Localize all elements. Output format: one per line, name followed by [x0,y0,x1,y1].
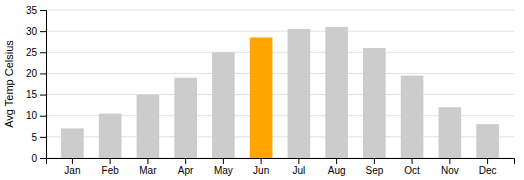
y-tick-mark [40,31,46,32]
x-tick-label: May [214,165,233,176]
y-tick: 35 [26,5,46,16]
bar [174,78,197,158]
x-tick-label: Nov [441,165,459,176]
bar [401,76,424,158]
bar [476,124,499,158]
x-tick: Apr [178,158,194,176]
y-tick-label: 20 [26,68,38,79]
bar [288,29,311,158]
x-tick-mark [487,158,488,164]
x-tick-label: Oct [404,165,420,176]
x-tick-label: Dec [479,165,497,176]
x-tick-label: Jan [64,165,80,176]
x-tick: Dec [479,158,497,176]
y-tick: 30 [26,26,46,37]
x-tick-label: Jul [292,165,305,176]
y-tick: 0 [31,153,46,164]
bar [439,107,462,158]
x-tick-mark [72,158,73,164]
y-tick-label: 15 [26,89,38,100]
y-tick: 5 [31,132,46,143]
y-tick: 15 [26,89,46,100]
y-tick-label: 5 [31,132,37,143]
bar [250,37,273,158]
plot-area: 0 5 10 15 20 25 30 35 Jan Feb Mar Apr May Jun Jul Aug Se… [26,5,515,176]
bars [61,27,499,158]
x-tick: Feb [102,158,120,176]
x-tick: Oct [404,158,420,176]
bar [99,114,122,158]
x-tick-mark [374,158,375,164]
x-tick-mark [412,158,413,164]
bar [363,48,386,158]
x-tick-mark [223,158,224,164]
bar [212,52,235,158]
x-tick-mark [449,158,450,164]
chart-svg: 0 5 10 15 20 25 30 35 Jan Feb Mar Apr May Jun Jul Aug Se… [0,0,524,180]
y-axis-line [40,11,47,159]
y-tick: 25 [26,47,46,58]
x-tick: May [214,158,233,176]
x-tick-label: Sep [365,165,383,176]
chart-container: 0 5 10 15 20 25 30 35 Jan Feb Mar Apr May Jun Jul Aug Se… [0,0,524,180]
y-axis-title: Avg Temp Celsius [3,40,15,128]
bar [325,27,348,158]
x-tick: Jan [64,158,80,176]
x-axis-line [47,159,515,165]
y-tick-mark [40,73,46,74]
y-tick-mark [40,116,46,117]
x-tick: Mar [139,158,157,176]
x-tick-label: Feb [102,165,120,176]
bar [61,128,84,158]
grid-line [46,10,514,11]
x-tick-label: Mar [139,165,157,176]
grid-line [46,94,514,95]
grid-line [46,52,514,53]
y-tick-label: 35 [26,5,38,16]
x-tick-mark [261,158,262,164]
y-tick: 20 [26,68,46,79]
y-tick-label: 25 [26,47,38,58]
y-tick-mark [40,10,46,11]
y-tick-mark [40,95,46,96]
x-tick: Sep [365,158,383,176]
grid-line [46,73,514,74]
grid [46,10,514,158]
x-tick-label: Apr [178,165,194,176]
x-tick-mark [336,158,337,164]
x-tick: Nov [441,158,459,176]
y-tick-mark [40,158,46,159]
grid-line [46,31,514,32]
y-axis: 0 5 10 15 20 25 30 35 [26,5,47,164]
y-tick-label: 0 [31,153,37,164]
x-tick-mark [185,158,186,164]
y-tick: 10 [26,110,46,121]
x-axis: Jan Feb Mar Apr May Jun Jul Aug Sep Oct Nov Dec [47,158,515,176]
x-tick: Jun [253,158,269,176]
x-tick: Aug [328,158,346,176]
y-tick-mark [40,137,46,138]
x-tick-mark [110,158,111,164]
x-tick: Jul [292,158,305,176]
bar [137,95,160,158]
x-tick-mark [147,158,148,164]
y-tick-mark [40,52,46,53]
x-tick-mark [298,158,299,164]
y-tick-label: 10 [26,110,38,121]
y-tick-label: 30 [26,26,38,37]
x-tick-label: Aug [328,165,346,176]
x-tick-label: Jun [253,165,269,176]
